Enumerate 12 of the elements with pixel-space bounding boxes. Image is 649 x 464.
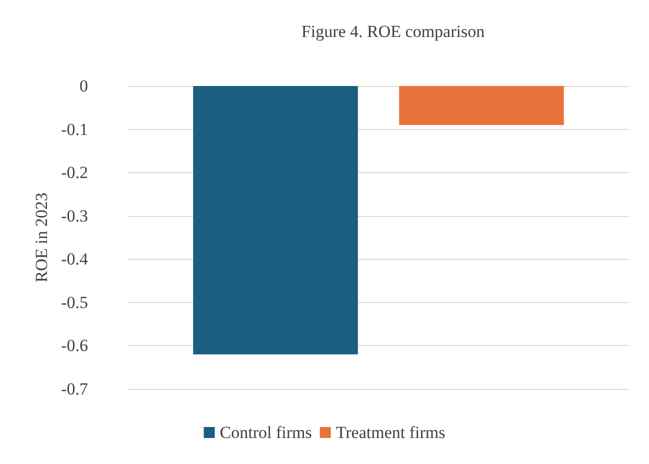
- y-tick-label: 0: [80, 76, 88, 96]
- legend-label: Control firms: [220, 423, 312, 442]
- y-tick-label: -0.4: [61, 250, 88, 269]
- legend-label: Treatment firms: [336, 423, 446, 442]
- y-tick-label: -0.2: [61, 163, 88, 182]
- y-tick-label: -0.6: [61, 336, 88, 356]
- y-tick-label: -0.3: [61, 206, 88, 226]
- y-tick-label: -0.1: [61, 120, 88, 139]
- y-axis-title: ROE in 2023: [32, 192, 52, 282]
- chart-title: Figure 4. ROE comparison: [301, 22, 486, 41]
- y-tick-label: -0.7: [61, 380, 88, 398]
- y-tick-label: -0.5: [61, 292, 88, 312]
